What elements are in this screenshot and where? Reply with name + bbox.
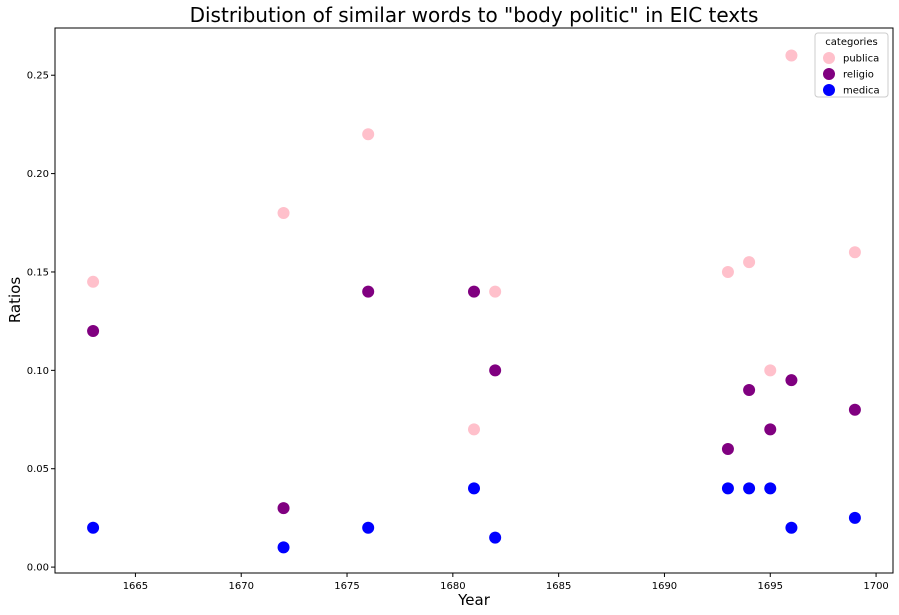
data-point-publica — [721, 265, 734, 278]
data-point-medica — [785, 521, 798, 534]
data-point-medica — [489, 531, 502, 544]
x-axis: 1665 1670 1675 1680 1685 1690 1695 1700 — [123, 573, 889, 592]
legend-marker-religio — [823, 68, 835, 80]
data-point-medica — [721, 482, 734, 495]
data-point-religio — [764, 423, 777, 436]
data-point-religio — [468, 285, 480, 298]
legend: categories publica religio medica — [814, 32, 889, 98]
data-point-publica — [743, 256, 756, 269]
plot-area — [54, 27, 894, 574]
data-point-religio — [87, 324, 100, 337]
x-axis-label: Year — [457, 591, 491, 609]
y-tick-label: 0.15 — [27, 267, 49, 278]
legend-label-medica: medica — [843, 86, 880, 97]
data-point-publica — [764, 364, 777, 377]
y-tick-label: 0.00 — [27, 563, 49, 574]
data-point-medica — [764, 482, 777, 495]
x-tick-label: 1695 — [758, 581, 783, 592]
legend-marker-medica — [823, 84, 835, 96]
legend-box — [814, 32, 889, 98]
chart-title: Distribution of similar words to "body p… — [190, 3, 759, 27]
data-point-publica — [848, 246, 861, 259]
data-point-medica — [743, 482, 756, 495]
y-axis: 0.00 0.05 0.10 0.15 0.20 0.25 — [27, 71, 55, 574]
data-point-publica — [489, 285, 502, 298]
data-point-publica — [362, 128, 375, 141]
x-tick-label: 1685 — [546, 581, 571, 592]
data-point-medica — [277, 541, 290, 554]
x-tick-label: 1670 — [228, 581, 253, 592]
data-point-publica — [468, 423, 480, 436]
y-tick-label: 0.25 — [27, 71, 49, 82]
data-point-religio — [489, 364, 502, 377]
data-point-medica — [87, 521, 100, 534]
data-point-religio — [721, 443, 734, 456]
legend-label-publica: publica — [843, 54, 879, 65]
x-tick-label: 1700 — [863, 581, 888, 592]
y-tick-label: 0.20 — [27, 169, 49, 180]
legend-label-religio: religio — [843, 70, 874, 81]
data-point-religio — [743, 384, 756, 397]
data-point-publica — [785, 49, 798, 62]
x-tick-label: 1690 — [652, 581, 677, 592]
data-point-religio — [785, 374, 798, 387]
y-tick-label: 0.10 — [27, 366, 49, 377]
x-tick-label: 1675 — [334, 581, 359, 592]
data-point-religio — [848, 403, 861, 416]
x-tick-label: 1680 — [440, 581, 465, 592]
legend-title: categories — [825, 37, 877, 48]
data-point-medica — [848, 511, 861, 524]
data-point-publica — [277, 206, 290, 219]
data-point-publica — [87, 275, 100, 288]
legend-marker-publica — [823, 52, 835, 64]
data-point-medica — [362, 521, 375, 534]
y-tick-label: 0.05 — [27, 464, 49, 475]
data-point-religio — [277, 502, 290, 515]
y-axis-label: Ratios — [6, 277, 24, 324]
data-point-medica — [468, 482, 480, 495]
x-tick-label: 1665 — [123, 581, 148, 592]
plot-frame — [54, 27, 894, 574]
data-point-religio — [362, 285, 375, 298]
